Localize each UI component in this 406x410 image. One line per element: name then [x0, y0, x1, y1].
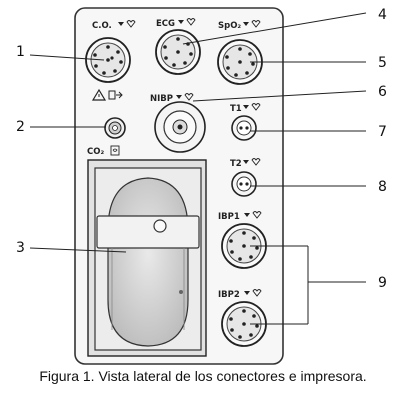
callout-1: 1	[16, 44, 25, 60]
callout-9: 9	[378, 275, 387, 291]
t1-connector	[231, 115, 257, 141]
nibp-label: NIBP	[150, 94, 173, 104]
callout-5: 5	[378, 55, 387, 71]
ecg-arrow-heart-icon	[178, 18, 196, 26]
co-arrow-heart-icon	[118, 20, 136, 28]
co2-gas-outlet	[104, 117, 126, 139]
nibp-arrow-heart-icon	[176, 93, 194, 101]
ibp1-connector	[221, 223, 267, 269]
callout-4: 4	[378, 7, 387, 23]
ibp2-label: IBP2	[218, 290, 240, 300]
ibp1-label: IBP1	[218, 212, 240, 222]
ibp1-arrow-heart-icon	[244, 211, 262, 219]
t2-arrow-heart-icon	[243, 158, 261, 166]
printer	[87, 159, 207, 357]
ibp2-arrow-heart-icon	[244, 289, 262, 297]
t2-connector	[231, 171, 257, 197]
callout-2: 2	[16, 119, 25, 135]
t1-arrow-heart-icon	[243, 103, 261, 111]
co-connector	[85, 37, 131, 83]
callout-lines	[29, 12, 367, 325]
co-label: C.O.	[92, 21, 112, 31]
ecg-connector	[155, 29, 201, 75]
figure-caption: Figura 1. Vista lateral de los conectore…	[39, 368, 367, 384]
callout-7: 7	[378, 124, 387, 140]
t2-label: T2	[230, 159, 242, 169]
nibp-connector	[154, 101, 206, 153]
ecg-label: ECG	[156, 19, 175, 29]
warning-icon	[91, 88, 107, 101]
exhaust-icon	[108, 90, 123, 100]
spo2-label: SpO₂	[218, 21, 241, 31]
spo2-arrow-heart-icon	[243, 20, 261, 28]
callout-8: 8	[378, 179, 387, 195]
co2-label: CO₂	[87, 147, 104, 157]
callout-6: 6	[378, 84, 387, 100]
t1-label: T1	[230, 104, 242, 114]
callout-3: 3	[16, 240, 25, 256]
co2-box-icon	[110, 145, 120, 156]
